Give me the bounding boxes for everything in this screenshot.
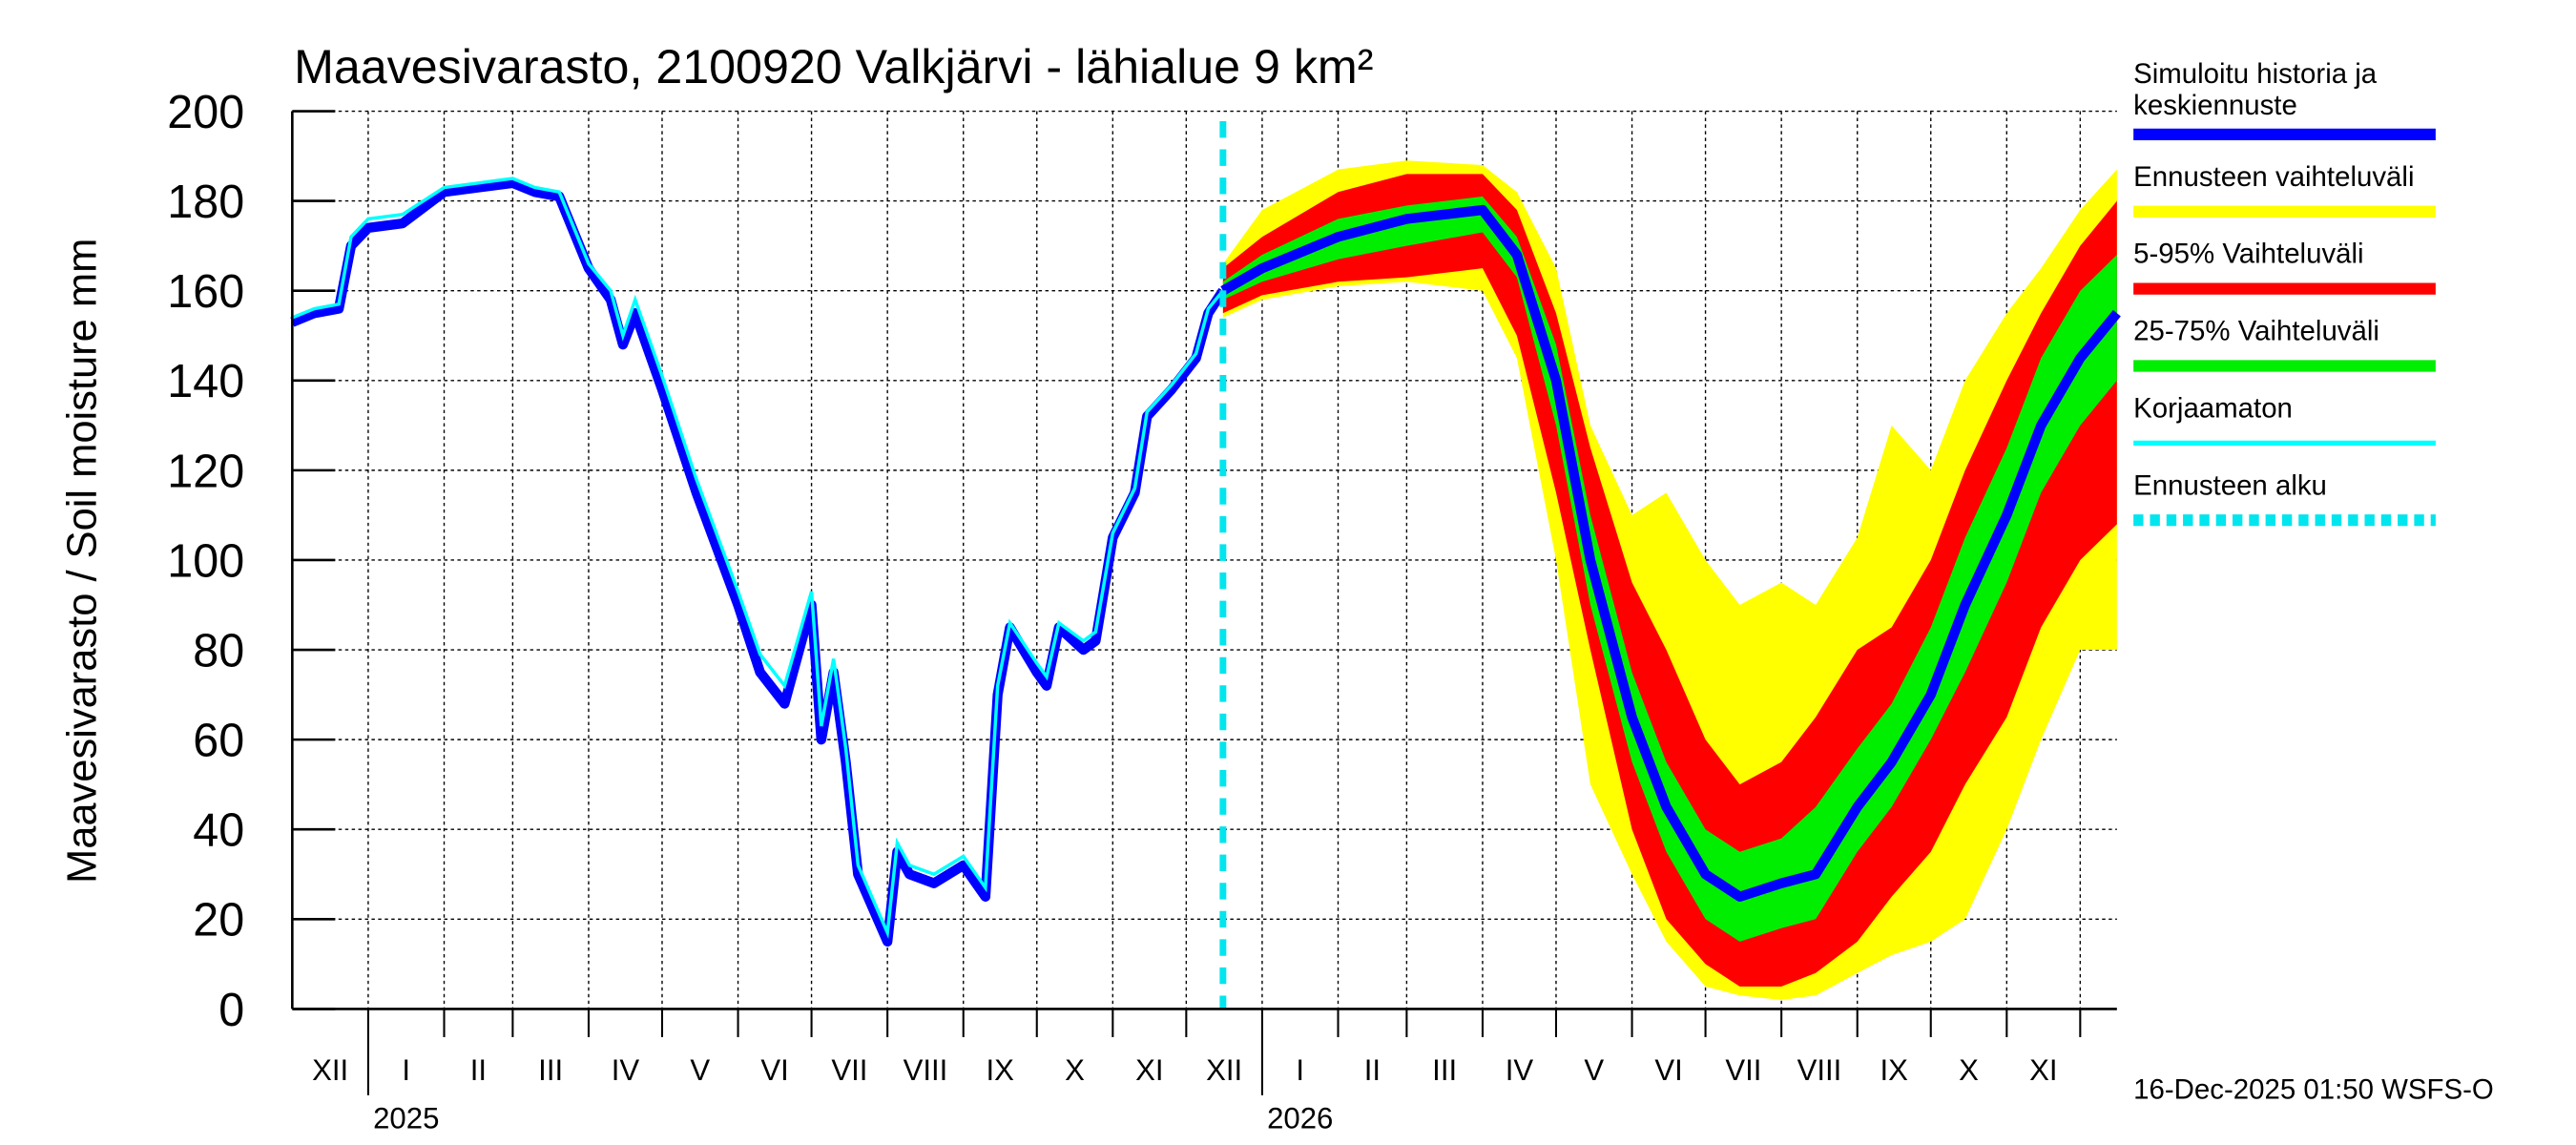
y-tick-label: 60 — [193, 715, 244, 766]
month-label: IX — [1880, 1053, 1909, 1087]
month-label: VII — [1725, 1053, 1761, 1087]
y-tick-label: 200 — [167, 87, 244, 138]
y-tick-label: 120 — [167, 446, 244, 497]
month-label: III — [1432, 1053, 1457, 1087]
year-label: 2026 — [1267, 1102, 1333, 1135]
month-label: II — [470, 1053, 487, 1087]
month-label: IX — [987, 1053, 1015, 1087]
forecast-median-line — [1220, 204, 2121, 902]
month-label: V — [1584, 1053, 1604, 1087]
month-label: IV — [612, 1053, 640, 1087]
month-label: XII — [1206, 1053, 1242, 1087]
history-line — [290, 177, 1228, 947]
legend-label: keskiennuste — [2133, 90, 2297, 121]
chart-title: Maavesivarasto, 2100920 Valkjärvi - lähi… — [294, 39, 1373, 94]
month-label: I — [402, 1053, 410, 1087]
y-tick-label: 80 — [193, 625, 244, 677]
month-label: VII — [831, 1053, 867, 1087]
y-tick-label: 140 — [167, 356, 244, 407]
month-label: X — [1959, 1053, 1979, 1087]
legend-label: Simuloitu historia ja — [2133, 58, 2378, 90]
month-label: VIII — [1797, 1053, 1842, 1087]
month-label: XII — [312, 1053, 348, 1087]
year-label: 2025 — [373, 1102, 439, 1135]
month-label: IV — [1506, 1053, 1534, 1087]
month-label: X — [1065, 1053, 1085, 1087]
month-label: VI — [1654, 1053, 1682, 1087]
legend-label: 25-75% Vaihteluväli — [2133, 315, 2379, 346]
month-label: VI — [760, 1053, 788, 1087]
month-label: III — [538, 1053, 563, 1087]
legend-label: Ennusteen vaihteluväli — [2133, 161, 2414, 193]
y-tick-label: 20 — [193, 895, 244, 947]
month-label: XI — [2029, 1053, 2057, 1087]
forecast-bands — [1222, 160, 2117, 1000]
legend-label: Korjaamaton — [2133, 392, 2293, 424]
y-axis-label: Maavesivarasto / Soil moisture mm — [59, 239, 105, 884]
y-tick-label: 0 — [218, 985, 244, 1036]
month-label: XI — [1135, 1053, 1163, 1087]
legend-label: Ennusteen alku — [2133, 469, 2327, 501]
grid — [292, 110, 2117, 1010]
y-tick-label: 160 — [167, 266, 244, 318]
legend-label: 5-95% Vaihteluväli — [2133, 239, 2363, 270]
month-label: II — [1364, 1053, 1381, 1087]
month-label: VIII — [904, 1053, 948, 1087]
footer-timestamp: 16-Dec-2025 01:50 WSFS-O — [2133, 1073, 2494, 1105]
y-tick-label: 180 — [167, 177, 244, 228]
month-label: V — [690, 1053, 710, 1087]
series-lines — [290, 120, 2121, 1010]
y-tick-label: 40 — [193, 805, 244, 857]
month-label: I — [1296, 1053, 1304, 1087]
y-tick-label: 100 — [167, 535, 244, 587]
uncorrected-line — [291, 177, 1225, 940]
